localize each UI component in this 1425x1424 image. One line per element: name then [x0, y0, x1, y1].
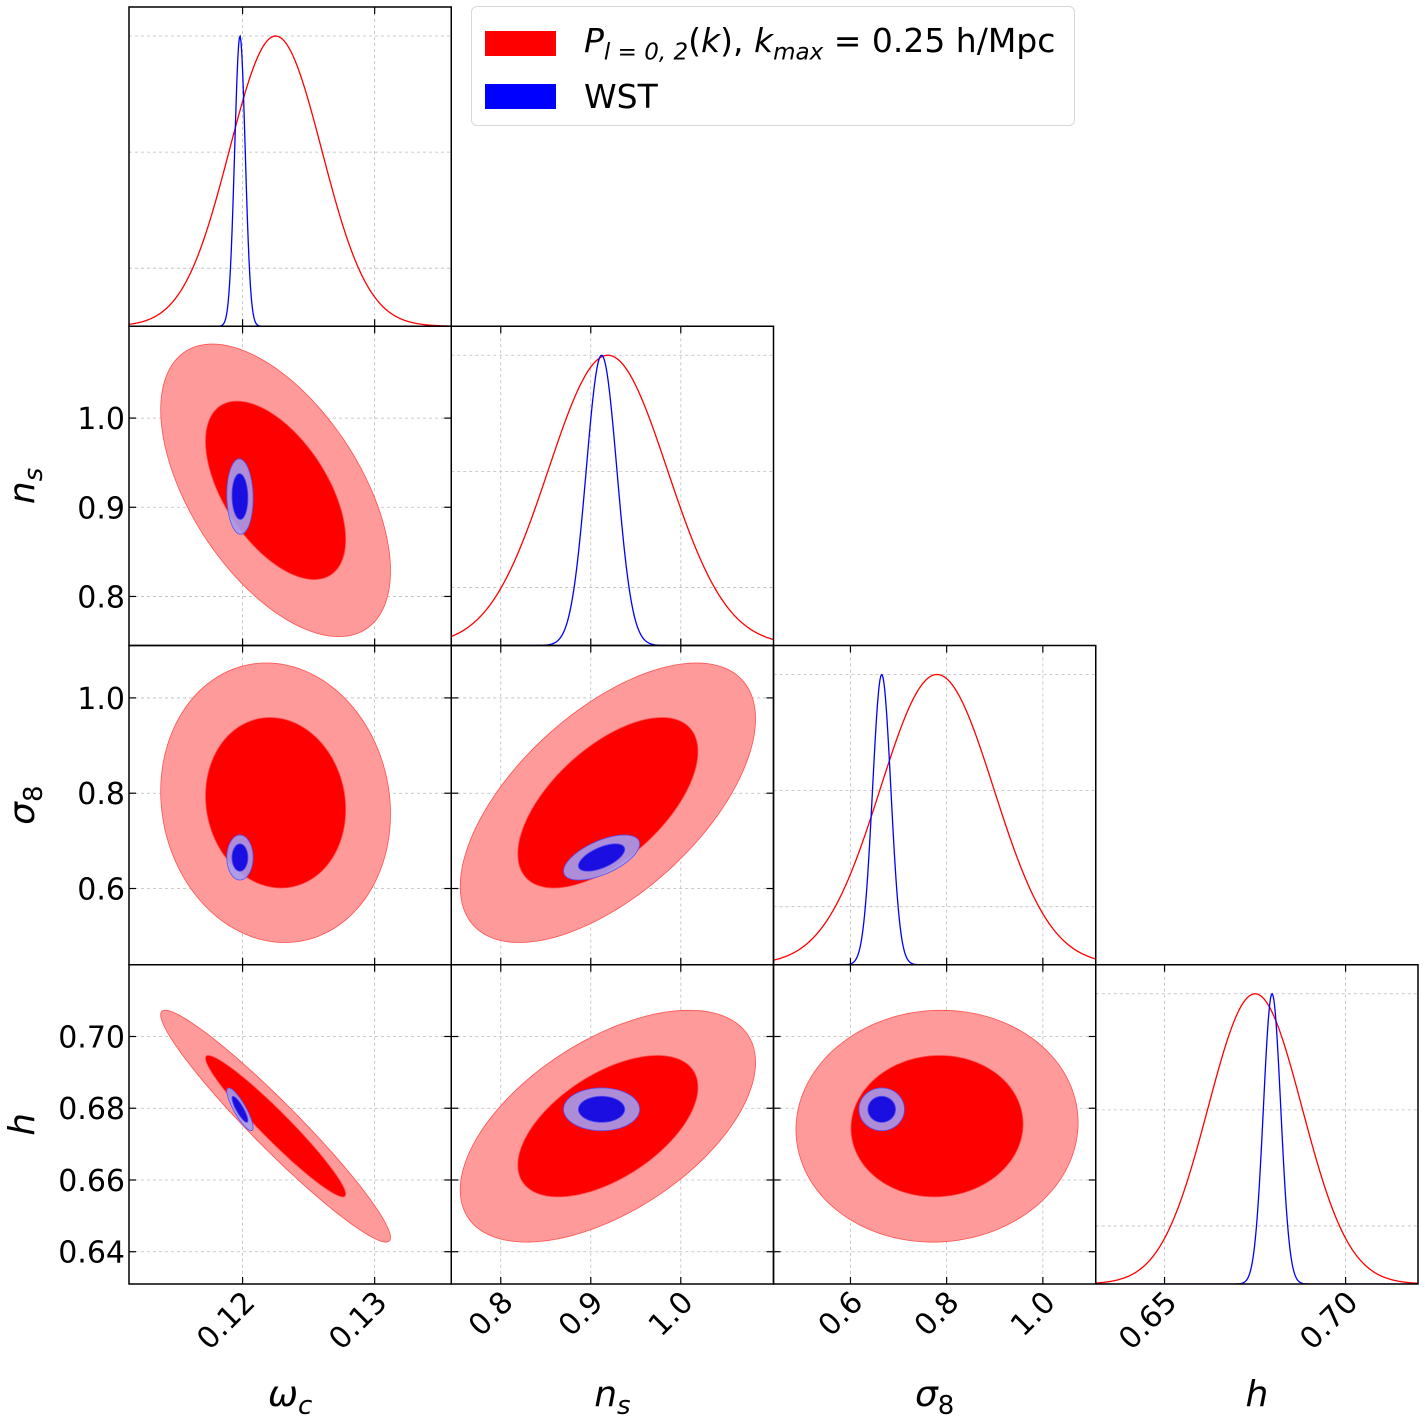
- panel-2-2: [772, 644, 1097, 966]
- panel-1-3: [450, 964, 775, 1285]
- y-axis-label: h: [2, 1113, 43, 1136]
- x-tick-label: 0.12: [190, 1285, 262, 1357]
- y-tick-label: 0.64: [58, 1236, 125, 1271]
- legend: Pl = 0, 2(k), kmax = 0.25 h/Mpc WST: [471, 6, 1075, 126]
- legend-label: Pl = 0, 2(k), kmax = 0.25 h/Mpc: [584, 21, 1056, 66]
- marginal-curve-blue: [129, 34, 452, 327]
- axis-symbol: ω: [268, 1374, 298, 1415]
- marginal-curve-red: [773, 673, 1096, 961]
- contour-red-inner: [517, 717, 699, 889]
- y-tick-label: 0.6: [77, 873, 125, 908]
- x-tick-label: 0.9: [552, 1285, 610, 1343]
- axis-symbol: n: [594, 1374, 617, 1415]
- axis-symbol: h: [1245, 1374, 1268, 1415]
- panel-frame: [1095, 964, 1419, 1285]
- y-axis-label: σ8: [2, 785, 49, 824]
- x-tick-label: 0.13: [322, 1285, 394, 1357]
- y-tick-label: 1.0: [77, 402, 125, 437]
- y-tick-label: 1.0: [77, 682, 125, 717]
- contour-blue-inner: [577, 1095, 626, 1123]
- x-tick-label: 0.70: [1293, 1285, 1365, 1357]
- legend-swatch-red: [485, 30, 556, 56]
- contour-blue-inner: [231, 1095, 249, 1123]
- x-tick-label: 0.6: [812, 1285, 870, 1343]
- marginal-curve-blue: [1095, 992, 1418, 1284]
- marginal-curve-red: [129, 35, 452, 327]
- legend-label: WST: [584, 77, 658, 116]
- y-tick-label: 0.70: [58, 1020, 125, 1055]
- legend-swatch-blue: [485, 84, 556, 109]
- axis-subscript: 8: [19, 785, 49, 802]
- panel-3-3: [1095, 964, 1419, 1285]
- x-axis-label: σ8: [915, 1374, 954, 1421]
- contour-blue-inner: [231, 843, 249, 872]
- panel-2-3: [772, 964, 1097, 1285]
- axis-subscript: s: [19, 468, 49, 482]
- contour-red-inner: [205, 1055, 347, 1198]
- panel-content: [129, 7, 452, 327]
- legend-entry-wst: WST: [485, 77, 658, 116]
- x-tick-label: 0.8: [462, 1285, 520, 1343]
- marginal-curve-red: [1095, 993, 1418, 1284]
- panel-frame: [128, 6, 452, 327]
- axis-symbol: σ: [2, 801, 43, 825]
- contour-red-inner: [850, 1055, 1024, 1198]
- panel-0-0: [128, 6, 452, 327]
- legend-entry-power-spectrum: Pl = 0, 2(k), kmax = 0.25 h/Mpc: [485, 21, 1055, 66]
- panel-frame: [772, 644, 1097, 966]
- contour-red-inner: [205, 400, 347, 580]
- panel-0-2: [128, 644, 452, 966]
- y-tick-label: 0.8: [77, 580, 125, 615]
- panel-1-2: [450, 644, 775, 966]
- contour-blue-inner: [867, 1095, 896, 1123]
- y-tick-label: 0.68: [58, 1092, 125, 1127]
- marginal-curve-red: [451, 354, 774, 641]
- axis-symbol: σ: [915, 1374, 939, 1415]
- panel-content: [451, 326, 774, 646]
- y-tick-label: 0.9: [77, 491, 125, 526]
- panel-content: [451, 645, 774, 965]
- panel-content: [1095, 964, 1418, 1284]
- axis-subscript: 8: [938, 1391, 955, 1421]
- x-tick-label: 0.65: [1112, 1285, 1184, 1357]
- contour-blue-inner: [577, 843, 626, 872]
- contour-blue-inner: [231, 473, 249, 520]
- panel-1-1: [450, 325, 775, 647]
- panel-0-1: [128, 325, 452, 647]
- panel-content: [129, 964, 452, 1284]
- y-axis-label: ns: [2, 468, 49, 504]
- axis-subscript: c: [298, 1391, 312, 1421]
- x-axis-label: ωc: [268, 1374, 312, 1421]
- panel-content: [773, 964, 1096, 1284]
- axis-subscript: s: [617, 1391, 631, 1421]
- x-tick-label: 1.0: [1004, 1285, 1062, 1343]
- axis-symbol: n: [2, 481, 43, 504]
- y-tick-label: 0.8: [77, 777, 125, 812]
- x-tick-label: 0.8: [908, 1285, 966, 1343]
- marginal-curve-blue: [451, 354, 774, 646]
- panel-content: [451, 964, 774, 1284]
- x-axis-label: h: [1245, 1374, 1268, 1415]
- x-tick-label: 1.0: [642, 1285, 700, 1343]
- axis-symbol: h: [2, 1113, 43, 1136]
- panel-frame: [450, 325, 775, 647]
- panel-content: [129, 645, 452, 965]
- y-tick-label: 0.66: [58, 1164, 125, 1199]
- panel-0-3: [128, 964, 452, 1285]
- panel-content: [129, 326, 452, 646]
- panel-content: [773, 645, 1096, 965]
- x-axis-label: ns: [594, 1374, 630, 1421]
